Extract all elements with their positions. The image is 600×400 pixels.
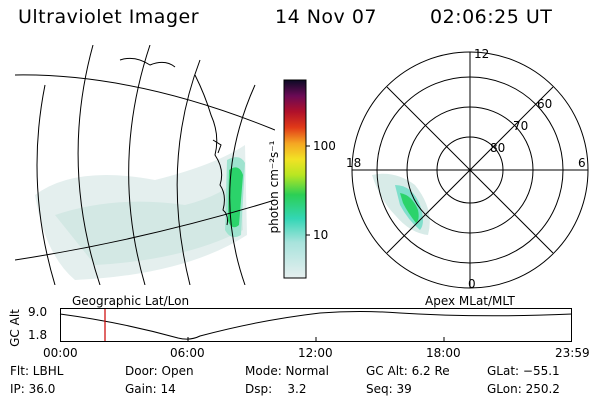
- info-gain: Gain: 14: [125, 382, 176, 396]
- orbit-ytick-1-8: 1.8: [28, 328, 48, 342]
- polar-plot: [351, 51, 589, 289]
- date-label: 14 Nov 07: [275, 6, 378, 28]
- info-seq: Seq: 39: [366, 382, 412, 396]
- info-door: Door: Open: [125, 364, 194, 378]
- orbit-xtick-0600: 06:00: [170, 346, 205, 360]
- orbit-plot: [59, 308, 573, 342]
- info-ip: IP: 36.0: [10, 382, 56, 396]
- info-glon: GLon: 250.2: [487, 382, 560, 396]
- mlt-label-6: 6: [578, 156, 586, 170]
- colorbar-unit-label: photon cm⁻²s⁻¹: [267, 140, 281, 234]
- orbit-ylabel: GC Alt: [8, 309, 22, 347]
- instrument-title: Ultraviolet Imager: [18, 6, 200, 28]
- colorbar-tick-100: 100: [313, 139, 336, 153]
- orbit-ytick-9: 9.0: [28, 305, 48, 319]
- info-gc-alt: GC Alt: 6.2 Re: [366, 364, 450, 378]
- mlt-label-18: 18: [346, 156, 362, 170]
- info-mode: Mode: Normal: [245, 364, 329, 378]
- colorbar: [283, 79, 310, 279]
- mlt-label-0: 0: [468, 277, 476, 291]
- mlat-label-70: 70: [513, 119, 529, 133]
- mlt-label-12: 12: [474, 47, 490, 61]
- mlat-label-80: 80: [490, 141, 506, 155]
- orbit-xtick-2359: 23:59: [555, 346, 590, 360]
- geographic-title: Geographic Lat/Lon: [72, 294, 190, 308]
- orbit-xtick-1200: 12:00: [298, 346, 333, 360]
- geographic-map: [15, 45, 275, 285]
- mlat-label-60: 60: [537, 97, 553, 111]
- orbit-xtick-1800: 18:00: [426, 346, 461, 360]
- orbit-xtick-0000: 00:00: [43, 346, 78, 360]
- time-label: 02:06:25 UT: [430, 6, 553, 28]
- info-glat: GLat: −55.1: [487, 364, 560, 378]
- apex-title: Apex MLat/MLT: [425, 294, 515, 308]
- colorbar-tick-10: 10: [313, 228, 329, 242]
- info-dsp: Dsp: 3.2: [245, 382, 307, 396]
- info-flt: Flt: LBHL: [10, 364, 64, 378]
